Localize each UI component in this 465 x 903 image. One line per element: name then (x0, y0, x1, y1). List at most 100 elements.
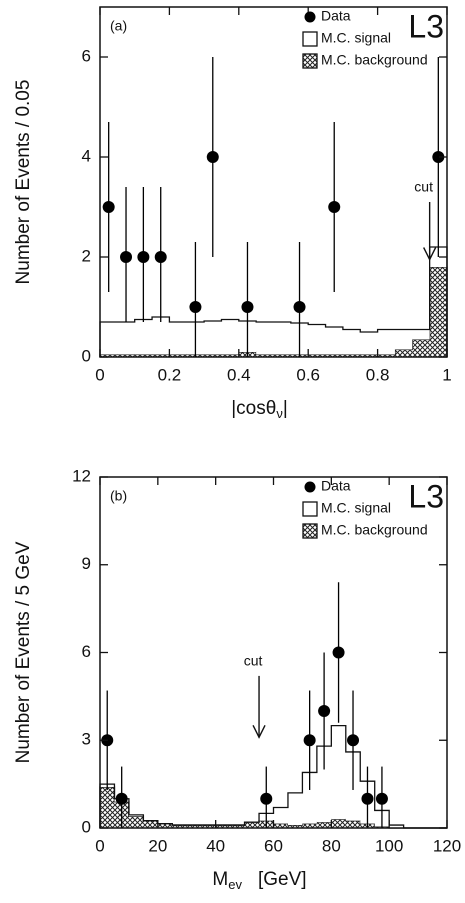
hist-bin (117, 354, 135, 357)
hist-bin (143, 820, 158, 828)
x-label-sub: ev (228, 877, 242, 892)
cut-arrowhead (252, 725, 266, 739)
hist-bin (215, 825, 231, 828)
hist-bin (342, 354, 361, 357)
hist-bin (244, 822, 260, 828)
hist-bin (152, 317, 170, 355)
hist-bin (256, 322, 274, 355)
hist-bin (273, 823, 288, 828)
x-tick-label: 0 (95, 836, 104, 855)
x-tick-label: 80 (322, 836, 341, 855)
data-point (432, 151, 445, 163)
data-point (361, 792, 374, 805)
data-point (115, 792, 128, 805)
x-label-main: M (212, 869, 228, 890)
hist-bin (325, 354, 343, 357)
hist-bin (331, 725, 346, 820)
hist-bin (302, 823, 317, 828)
data-point (206, 151, 219, 163)
x-axis-label: Mev [GeV] (212, 869, 306, 892)
legend-label: M.C. background (321, 522, 428, 538)
x-label-end: | (283, 398, 288, 419)
hist-bin (273, 807, 288, 824)
hist-bin (342, 329, 361, 355)
hist-bin (134, 354, 153, 357)
data-point (293, 301, 306, 313)
hist-bin (429, 267, 447, 357)
x-tick-label: 1 (442, 365, 451, 384)
data-point (328, 201, 341, 213)
data-point (241, 301, 254, 313)
data-point (154, 251, 167, 263)
data-point (375, 792, 388, 805)
x-tick-label: 100 (375, 836, 403, 855)
legend-marker (304, 481, 316, 493)
data-point (260, 792, 273, 805)
y-tick-label: 2 (82, 246, 91, 265)
hist-bin (169, 354, 187, 357)
legend-marker (304, 11, 316, 23)
legend-label: Data (321, 8, 351, 24)
hist-bin (128, 816, 144, 828)
hist-bin (308, 354, 326, 357)
y-tick-label: 12 (72, 466, 91, 485)
hist-bin (273, 354, 291, 357)
legend-label: M.C. signal (321, 500, 391, 516)
hist-bin (377, 354, 395, 357)
x-label-main: |cosθ (231, 398, 276, 419)
x-tick-label: 120 (433, 836, 461, 855)
legend-swatch (302, 501, 318, 517)
hist-bin (412, 339, 430, 357)
experiment-logo: L3 (408, 8, 444, 44)
hist-bin (331, 819, 346, 828)
hist-bin (117, 322, 135, 355)
x-label-end: [GeV] (258, 869, 307, 890)
legend-label: M.C. background (321, 52, 428, 68)
legend-swatch (302, 53, 318, 69)
cut-arrowhead (423, 247, 437, 262)
y-tick-label: 3 (82, 730, 91, 749)
x-label-sub: ν (276, 406, 283, 421)
y-tick-label: 6 (82, 642, 91, 661)
hist-bin (169, 322, 187, 355)
data-point (318, 705, 331, 717)
hist-bin (316, 822, 332, 828)
x-tick-label: 20 (148, 836, 167, 855)
hist-bin (394, 329, 413, 350)
cut-label: cut (244, 653, 263, 669)
hist-bin (128, 814, 144, 817)
data-point (332, 646, 345, 659)
y-tick-label: 9 (82, 554, 91, 573)
hist-bin (221, 319, 239, 355)
legend-label: Data (321, 478, 351, 494)
hist-bin (412, 329, 430, 340)
legend-label: M.C. signal (321, 30, 391, 46)
hist-bin (204, 354, 222, 357)
hist-bin (325, 327, 343, 355)
data-point (102, 201, 115, 213)
x-axis-label: |cosθν| (231, 398, 288, 421)
y-tick-label: 0 (82, 817, 91, 836)
y-axis-label: Number of Events / 5 GeV (13, 541, 34, 763)
data-point (347, 734, 360, 747)
hist-bin (157, 823, 173, 828)
x-tick-label: 60 (264, 836, 283, 855)
hist-bin (316, 746, 332, 823)
panel-label: (a) (110, 18, 127, 34)
y-axis-label: Number of Events / 0.05 (13, 80, 34, 285)
hist-bin (273, 322, 291, 355)
data-point (189, 301, 202, 313)
hist-bin (302, 772, 317, 824)
hist-bin (360, 332, 378, 355)
y-tick-label: 0 (82, 346, 91, 365)
experiment-logo: L3 (408, 478, 444, 514)
hist-bin (287, 825, 303, 828)
x-tick-label: 0.4 (227, 365, 251, 384)
y-tick-label: 6 (82, 46, 91, 65)
hist-outline (99, 246, 448, 357)
hist-bin (360, 354, 378, 357)
x-tick-label: 0.6 (296, 365, 320, 384)
hist-bin (204, 321, 222, 355)
hist-bin (377, 329, 395, 355)
